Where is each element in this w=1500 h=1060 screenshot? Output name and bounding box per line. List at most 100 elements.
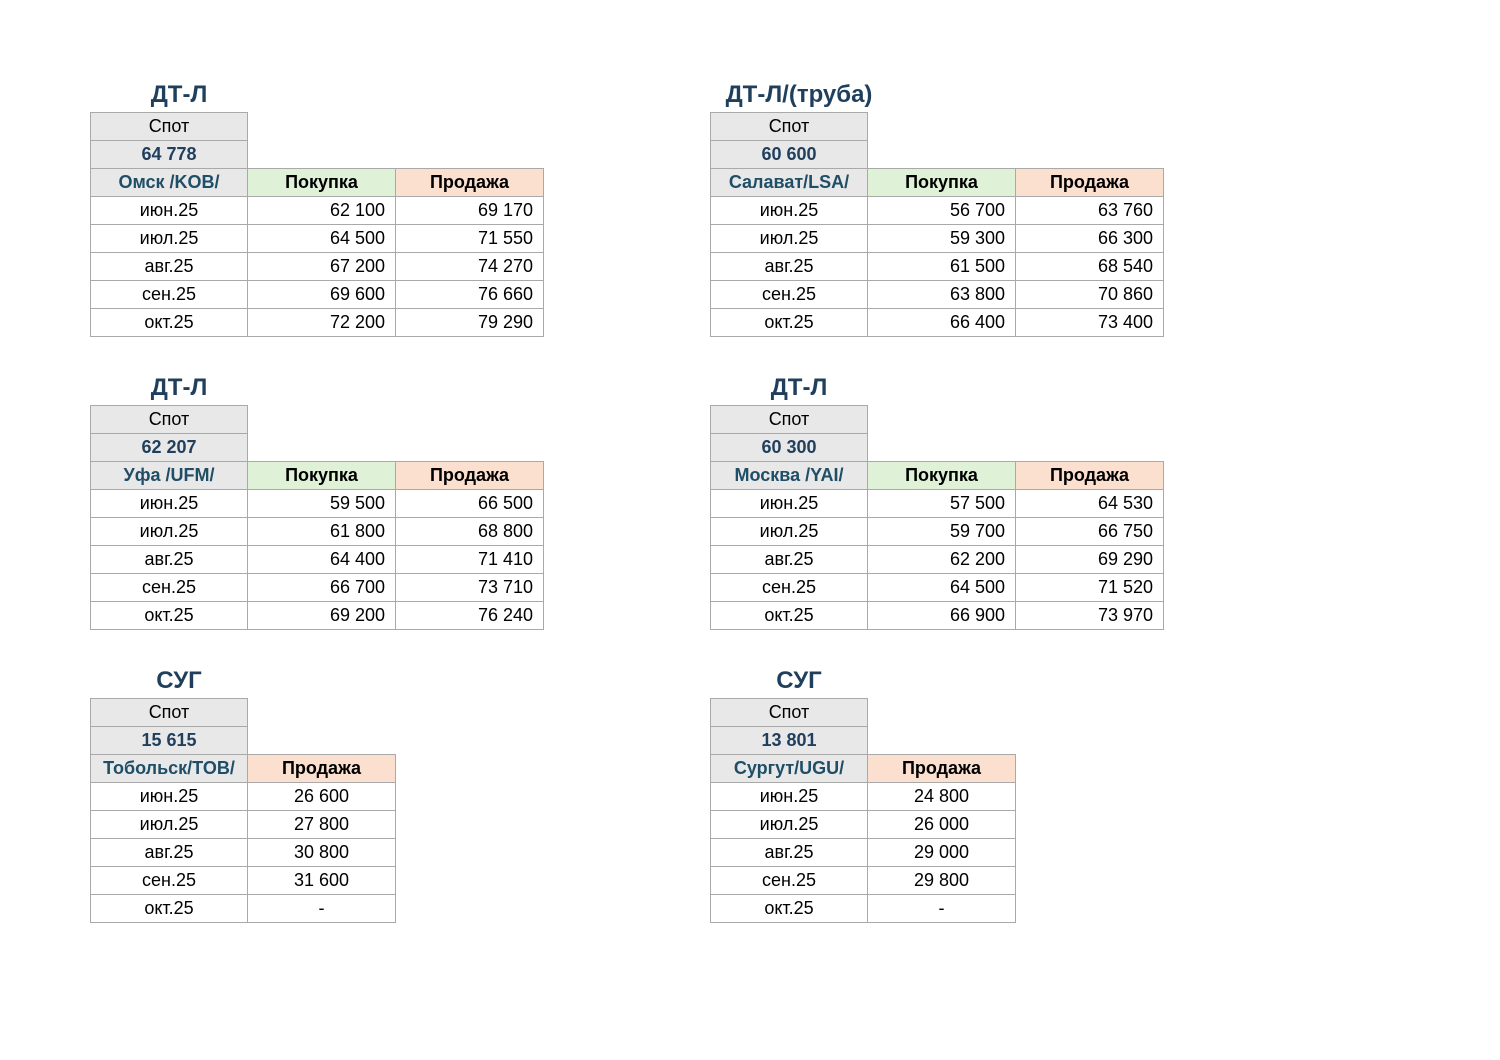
month-cell: июн.25 — [710, 489, 868, 518]
buy-cell: 59 500 — [247, 489, 396, 518]
month-cell: июл.25 — [90, 517, 248, 546]
table-row: авг.25 64 400 71 410 — [90, 545, 544, 574]
sell-cell: 71 410 — [395, 545, 544, 574]
table-row: окт.25 69 200 76 240 — [90, 601, 544, 630]
buy-cell: 59 700 — [867, 517, 1016, 546]
table-row: окт.25 66 900 73 970 — [710, 601, 1164, 630]
month-cell: окт.25 — [90, 308, 248, 337]
spot-value: 64 778 — [90, 140, 248, 169]
month-cell: июл.25 — [90, 224, 248, 253]
buy-cell: 66 900 — [867, 601, 1016, 630]
product-title: ДТ-Л/(труба) — [725, 81, 873, 108]
price-table: Спот 15 615 Тобольск/TOB/ Продажа июн.25… — [90, 698, 396, 923]
price-table: Спот 62 207 Уфа /UFM/ Покупка Продажа ию… — [90, 405, 544, 630]
buy-cell: 66 700 — [247, 573, 396, 602]
sell-cell: 73 970 — [1015, 601, 1164, 630]
price-block-omsk: ДТ-Л Спот 64 778 Омск /KOB/ Покупка Прод… — [90, 78, 544, 337]
month-cell: сен.25 — [710, 866, 868, 895]
table-row: окт.25- — [710, 894, 1016, 923]
sell-cell: 31 600 — [247, 866, 396, 895]
sell-cell: 73 710 — [395, 573, 544, 602]
month-cell: июн.25 — [90, 782, 248, 811]
table-row: сен.25 66 700 73 710 — [90, 573, 544, 602]
month-cell: сен.25 — [90, 573, 248, 602]
buy-cell: 67 200 — [247, 252, 396, 281]
month-cell: июн.25 — [90, 196, 248, 225]
location-header: Москва /YAI/ — [710, 461, 868, 490]
buy-header: Покупка — [247, 168, 396, 197]
spot-label: Спот — [710, 405, 868, 434]
spot-value: 60 300 — [710, 433, 868, 462]
sell-cell: 66 300 — [1015, 224, 1164, 253]
table-row: сен.25 69 600 76 660 — [90, 280, 544, 309]
table-row: июл.25 61 800 68 800 — [90, 517, 544, 546]
buy-header: Покупка — [247, 461, 396, 490]
month-cell: июл.25 — [710, 517, 868, 546]
spot-value: 62 207 — [90, 433, 248, 462]
sell-cell: 70 860 — [1015, 280, 1164, 309]
month-cell: сен.25 — [710, 573, 868, 602]
month-cell: авг.25 — [90, 545, 248, 574]
table-row: сен.25 64 500 71 520 — [710, 573, 1164, 602]
sell-header: Продажа — [395, 168, 544, 197]
location-header: Салават/LSA/ — [710, 168, 868, 197]
buy-cell: 64 400 — [247, 545, 396, 574]
sell-cell: 66 750 — [1015, 517, 1164, 546]
sell-header: Продажа — [247, 754, 396, 783]
table-row: июн.25 56 700 63 760 — [710, 196, 1164, 225]
month-cell: сен.25 — [90, 866, 248, 895]
price-block-tobolsk: СУГ Спот 15 615 Тобольск/TOB/ Продажа ию… — [90, 664, 396, 923]
sell-cell: 73 400 — [1015, 308, 1164, 337]
spot-label: Спот — [90, 405, 248, 434]
sell-cell: 71 550 — [395, 224, 544, 253]
buy-cell: 66 400 — [867, 308, 1016, 337]
buy-cell: 72 200 — [247, 308, 396, 337]
buy-cell: 64 500 — [867, 573, 1016, 602]
table-row: окт.25- — [90, 894, 396, 923]
sell-cell: 30 800 — [247, 838, 396, 867]
price-block-salavat: ДТ-Л/(труба) Спот 60 600 Салават/LSA/ По… — [710, 78, 1164, 337]
month-cell: сен.25 — [710, 280, 868, 309]
table-row: июн.25 26 600 — [90, 782, 396, 811]
sell-cell: 68 800 — [395, 517, 544, 546]
product-title: СУГ — [156, 667, 202, 694]
spot-value: 13 801 — [710, 726, 868, 755]
table-row: июл.25 59 300 66 300 — [710, 224, 1164, 253]
table-row: авг.25 29 000 — [710, 838, 1016, 867]
price-table: Спот 13 801 Сургут/UGU/ Продажа июн.25 24… — [710, 698, 1016, 923]
buy-cell: 61 800 — [247, 517, 396, 546]
spot-value: 60 600 — [710, 140, 868, 169]
table-row: авг.25 62 200 69 290 — [710, 545, 1164, 574]
sell-cell: 76 240 — [395, 601, 544, 630]
buy-cell: 63 800 — [867, 280, 1016, 309]
sell-cell: 63 760 — [1015, 196, 1164, 225]
buy-cell: 59 300 — [867, 224, 1016, 253]
sell-cell: - — [247, 894, 396, 923]
table-row: июл.25 59 700 66 750 — [710, 517, 1164, 546]
sell-header: Продажа — [1015, 168, 1164, 197]
table-row: авг.25 61 500 68 540 — [710, 252, 1164, 281]
table-row: окт.25 72 200 79 290 — [90, 308, 544, 337]
sell-cell: 69 290 — [1015, 545, 1164, 574]
price-table: Спот 64 778 Омск /KOB/ Покупка Продажа и… — [90, 112, 544, 337]
sell-cell: 76 660 — [395, 280, 544, 309]
sell-header: Продажа — [1015, 461, 1164, 490]
table-row: июл.25 27 800 — [90, 810, 396, 839]
table-row: июн.25 59 500 66 500 — [90, 489, 544, 518]
sell-cell: 79 290 — [395, 308, 544, 337]
month-cell: окт.25 — [710, 894, 868, 923]
buy-cell: 69 600 — [247, 280, 396, 309]
sell-cell: 74 270 — [395, 252, 544, 281]
sell-cell: 68 540 — [1015, 252, 1164, 281]
sell-cell: 71 520 — [1015, 573, 1164, 602]
month-cell: июн.25 — [90, 489, 248, 518]
sell-cell: 26 600 — [247, 782, 396, 811]
product-title: СУГ — [776, 667, 822, 694]
month-cell: окт.25 — [710, 308, 868, 337]
location-header: Уфа /UFM/ — [90, 461, 248, 490]
spot-label: Спот — [710, 112, 868, 141]
price-block-surgut: СУГ Спот 13 801 Сургут/UGU/ Продажа июн.… — [710, 664, 1016, 923]
price-table: Спот 60 600 Салават/LSA/ Покупка Продажа… — [710, 112, 1164, 337]
sell-cell: 29 000 — [867, 838, 1016, 867]
sell-cell: 27 800 — [247, 810, 396, 839]
